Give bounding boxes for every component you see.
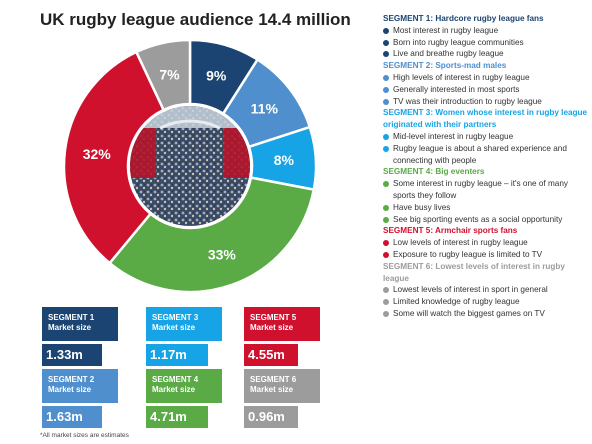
market-size-value-segment-2: 1.63m bbox=[42, 406, 102, 428]
segment-bullet-item: See big sporting events as a social oppo… bbox=[383, 214, 588, 226]
segment-bullet-text: Some interest in rugby league – it's one… bbox=[393, 179, 568, 200]
market-box-segment-5: SEGMENT 5 Market size bbox=[244, 307, 320, 341]
bullet-dot-icon bbox=[383, 181, 389, 188]
market-size-value-segment-5: 4.55m bbox=[244, 344, 298, 366]
bullet-dot-icon bbox=[383, 216, 389, 223]
slice-label-segment-5: 32% bbox=[83, 146, 112, 162]
market-box-market-label: Market size bbox=[152, 323, 196, 332]
bullet-dot-icon bbox=[383, 287, 389, 294]
market-size-value-segment-3: 1.17m bbox=[146, 344, 208, 366]
footnote: *All market sizes are estimates bbox=[40, 432, 129, 439]
segment-bullet-item: TV was their introduction to rugby leagu… bbox=[383, 96, 588, 108]
market-box-segment-6: SEGMENT 6 Market size bbox=[244, 369, 320, 403]
market-box-segment-label: SEGMENT 3 bbox=[152, 313, 199, 322]
segment-bullet-item: Limited knowledge of rugby league bbox=[383, 296, 588, 308]
bullet-dot-icon bbox=[383, 51, 389, 58]
segment-heading-6: SEGMENT 6: Lowest levels of interest in … bbox=[383, 261, 565, 283]
segment-bullet-item: Most interest in rugby league bbox=[383, 25, 588, 37]
bullet-dot-icon bbox=[383, 133, 389, 140]
slice-label-segment-2: 11% bbox=[251, 100, 279, 116]
bullet-dot-icon bbox=[383, 86, 389, 93]
market-box-market-label: Market size bbox=[48, 385, 92, 394]
slice-label-segment-6: 7% bbox=[159, 66, 180, 82]
market-box-segment-label: SEGMENT 4 bbox=[152, 375, 199, 384]
audience-donut-chart: 9% 11% 8% 33% 32% 7% bbox=[62, 38, 318, 294]
segment-bullet-text: Limited knowledge of rugby league bbox=[393, 297, 520, 307]
segment-bullet-item: Born into rugby league communities bbox=[383, 37, 588, 49]
segment-bullet-item: High levels of interest in rugby league bbox=[383, 72, 588, 84]
segment-heading-4: SEGMENT 4: Big eventers bbox=[383, 167, 485, 177]
market-box-segment-2: SEGMENT 2 Market size bbox=[42, 369, 118, 403]
slice-label-segment-1: 9% bbox=[206, 68, 227, 84]
segment-bullet-item: Lowest levels of interest in sport in ge… bbox=[383, 284, 588, 296]
segment-bullet-text: High levels of interest in rugby league bbox=[393, 72, 530, 82]
segment-bullet-item: Have busy lives bbox=[383, 202, 588, 214]
slice-label-segment-4: 33% bbox=[208, 246, 237, 262]
bullet-dot-icon bbox=[383, 39, 389, 46]
bullet-dot-icon bbox=[383, 251, 389, 258]
segment-bullet-item: Low levels of interest in rugby league bbox=[383, 237, 588, 249]
segment-bullet-text: Have busy lives bbox=[393, 202, 451, 212]
segment-bullet-text: See big sporting events as a social oppo… bbox=[393, 214, 563, 224]
bullet-dot-icon bbox=[383, 310, 389, 317]
stadium-crowd-photo bbox=[130, 106, 250, 226]
bullet-dot-icon bbox=[383, 98, 389, 105]
segment-bullet-text: Low levels of interest in rugby league bbox=[393, 238, 528, 248]
segment-bullet-text: Generally interested in most sports bbox=[393, 84, 520, 94]
segment-bullet-item: Rugby league is about a shared experienc… bbox=[383, 143, 588, 167]
segment-bullet-text: Lowest levels of interest in sport in ge… bbox=[393, 285, 548, 295]
segment-bullet-text: Live and breathe rugby league bbox=[393, 49, 504, 59]
bullet-dot-icon bbox=[383, 145, 389, 152]
bullet-dot-icon bbox=[383, 299, 389, 306]
segment-bullet-item: Mid-level interest in rugby league bbox=[383, 131, 588, 143]
slice-label-segment-3: 8% bbox=[274, 152, 295, 168]
market-box-segment-3: SEGMENT 3 Market size bbox=[146, 307, 222, 341]
bullet-dot-icon bbox=[383, 204, 389, 211]
donut-slice-segment-4 bbox=[107, 176, 316, 294]
market-box-market-label: Market size bbox=[152, 385, 196, 394]
segment-bullet-text: Born into rugby league communities bbox=[393, 37, 524, 47]
market-box-segment-label: SEGMENT 2 bbox=[48, 375, 95, 384]
segment-bullet-text: TV was their introduction to rugby leagu… bbox=[393, 96, 542, 106]
segment-heading-1: SEGMENT 1: Hardcore rugby league fans bbox=[383, 14, 544, 23]
donut-slice-segment-5 bbox=[62, 50, 166, 265]
segment-heading-2: SEGMENT 2: Sports-mad males bbox=[383, 61, 507, 71]
segment-bullet-text: Some will watch the biggest games on TV bbox=[393, 308, 545, 318]
bullet-dot-icon bbox=[383, 240, 389, 247]
segment-bullet-item: Live and breathe rugby league bbox=[383, 48, 588, 60]
segment-bullet-item: Some interest in rugby league – it's one… bbox=[383, 178, 588, 202]
segment-bullet-text: Rugby league is about a shared experienc… bbox=[393, 143, 567, 165]
market-size-value-segment-1: 1.33m bbox=[42, 344, 102, 366]
market-box-market-label: Market size bbox=[48, 323, 92, 332]
bullet-dot-icon bbox=[383, 74, 389, 81]
market-box-market-label: Market size bbox=[250, 323, 294, 332]
market-box-segment-label: SEGMENT 6 bbox=[250, 375, 297, 384]
segment-bullet-item: Some will watch the biggest games on TV bbox=[383, 308, 588, 320]
market-box-segment-label: SEGMENT 1 bbox=[48, 313, 95, 322]
bullet-dot-icon bbox=[383, 27, 389, 34]
segment-bullet-text: Most interest in rugby league bbox=[393, 25, 499, 35]
segment-bullet-text: Exposure to rugby league is limited to T… bbox=[393, 249, 543, 259]
segment-bullet-item: Exposure to rugby league is limited to T… bbox=[383, 249, 588, 261]
segment-bullet-item: Generally interested in most sports bbox=[383, 84, 588, 96]
chart-title: UK rugby league audience 14.4 million bbox=[40, 10, 351, 29]
market-size-value-segment-6: 0.96m bbox=[244, 406, 298, 428]
market-size-value-segment-4: 4.71m bbox=[146, 406, 208, 428]
segment-legend: SEGMENT 1: Hardcore rugby league fans Mos… bbox=[383, 13, 588, 320]
segment-bullet-text: Mid-level interest in rugby league bbox=[393, 131, 514, 141]
segment-heading-5: SEGMENT 5: Armchair sports fans bbox=[383, 226, 518, 236]
donut-slice-segment-6 bbox=[134, 38, 192, 112]
segment-heading-3: SEGMENT 3: Women whose interest in rugby… bbox=[383, 108, 588, 130]
market-box-segment-1: SEGMENT 1 Market size bbox=[42, 307, 118, 341]
market-box-segment-label: SEGMENT 5 bbox=[250, 313, 297, 322]
market-box-market-label: Market size bbox=[250, 385, 294, 394]
market-box-segment-4: SEGMENT 4 Market size bbox=[146, 369, 222, 403]
